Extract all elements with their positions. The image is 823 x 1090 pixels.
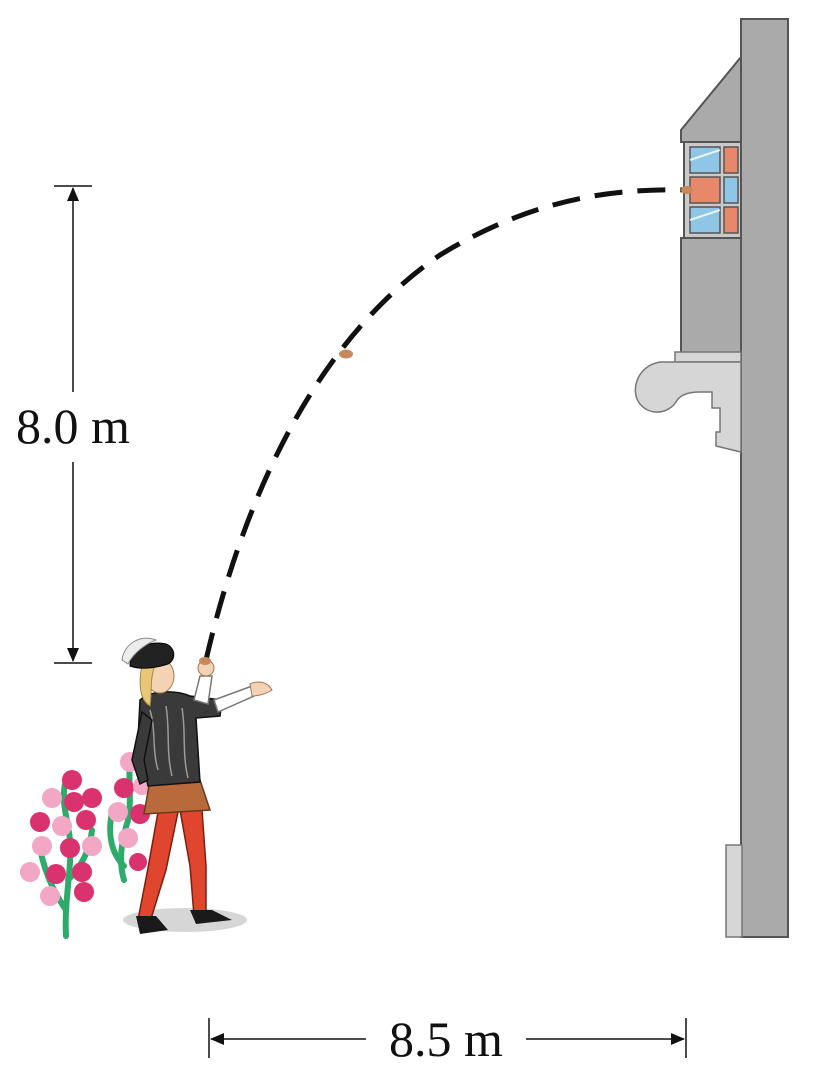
- thrower-figure: [121, 637, 273, 934]
- pointing-arm: [213, 684, 255, 714]
- pebble-in-hand: [199, 657, 211, 665]
- building-base: [725, 844, 743, 938]
- balcony-ledge: [674, 351, 742, 363]
- corbel: [634, 361, 742, 453]
- roof: [680, 54, 742, 143]
- pebble-midair: [339, 349, 353, 359]
- left-shoe: [136, 916, 168, 934]
- rose-bush: [20, 752, 151, 939]
- building-wall: [740, 18, 789, 938]
- distance-label: 8.5 m: [389, 1011, 503, 1067]
- hat-feather: [121, 637, 158, 665]
- tunic: [137, 691, 223, 787]
- right-leg: [179, 809, 207, 917]
- height-label: 8.0 m: [16, 398, 130, 454]
- throwing-arm: [193, 675, 213, 705]
- trajectory-path: [203, 187, 686, 661]
- height-dimension: 8.0 m: [16, 185, 130, 664]
- pointing-hand: [249, 681, 273, 697]
- right-shoe: [190, 910, 232, 924]
- hair: [139, 665, 155, 707]
- distance-dimension: 8.5 m: [208, 1011, 687, 1067]
- window: [689, 146, 739, 234]
- building: [634, 18, 789, 938]
- balcony: [680, 237, 742, 355]
- pebble-at-window: [681, 186, 693, 194]
- roses: [20, 752, 151, 906]
- back-arm: [131, 710, 153, 786]
